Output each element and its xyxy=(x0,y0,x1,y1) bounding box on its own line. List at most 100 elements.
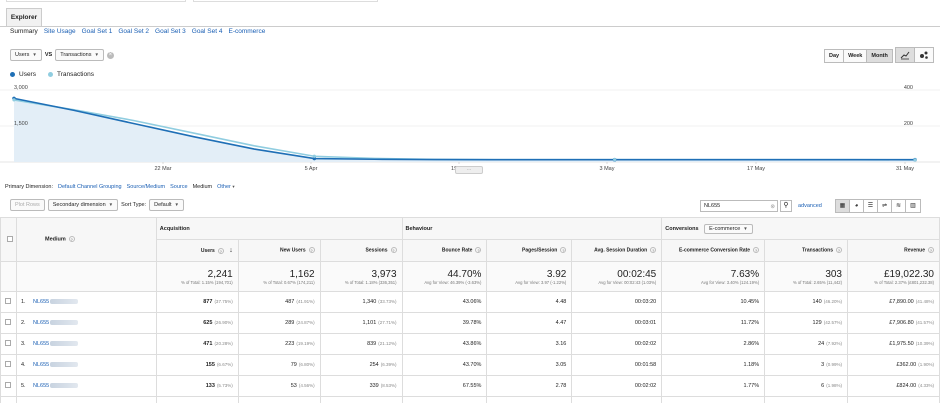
pie-view-icon[interactable]: ◕ xyxy=(850,200,864,212)
metric2-select[interactable]: Transactions ▼ xyxy=(55,49,104,61)
total-value: 3,973 xyxy=(371,268,397,280)
sort-type-select[interactable]: Default ▼ xyxy=(149,199,185,211)
plot-rows-button[interactable]: Plot Rows xyxy=(10,199,45,211)
dim-other[interactable]: Other ▾ xyxy=(217,184,235,190)
cell-revenue: £824.00 (4.33%) xyxy=(847,375,940,397)
total-sub: % of Total: 2.37% (£801,232.38) xyxy=(874,279,934,285)
advanced-link[interactable]: advanced xyxy=(798,203,822,209)
line-chart-icon[interactable] xyxy=(896,48,915,62)
col-users[interactable]: Users? ↓ xyxy=(155,239,239,262)
subtab-goal-set-1[interactable]: Goal Set 1 xyxy=(81,28,113,35)
dim-source[interactable]: Source xyxy=(170,184,188,190)
search-icon[interactable]: ⚲ xyxy=(780,200,792,212)
cell-new-users: 223 (19.19%) xyxy=(237,333,321,355)
legend-transactions[interactable]: Transactions xyxy=(47,71,94,78)
term-cloud-icon[interactable]: ≋ xyxy=(892,200,906,212)
cell-conversion-rate: 1.00% xyxy=(661,396,766,403)
period-week-button[interactable]: Week xyxy=(844,50,868,62)
row-checkbox[interactable] xyxy=(0,291,17,313)
help-icon[interactable]: ? xyxy=(390,247,397,254)
subtab-ecommerce[interactable]: E-commerce xyxy=(228,28,266,35)
col-revenue[interactable]: Revenue? xyxy=(847,239,940,262)
help-icon[interactable]: ? xyxy=(308,247,315,254)
revenue-value: £1,975.50 xyxy=(889,341,914,347)
subtab-goal-set-3[interactable]: Goal Set 3 xyxy=(155,28,186,35)
pivot-view-icon[interactable]: ▥ xyxy=(910,203,916,209)
secondary-dimension-select[interactable]: Secondary dimension ▼ xyxy=(47,199,119,211)
subtab-summary[interactable]: Summary xyxy=(10,28,38,35)
cell-transactions: 129 (42.57%) xyxy=(764,312,848,334)
x-tick-label: 5 Apr xyxy=(305,166,318,172)
new-users-value: 53 xyxy=(290,383,297,389)
period-month-button[interactable]: Month xyxy=(867,50,892,62)
col-new-users[interactable]: New Users? xyxy=(237,239,321,262)
total-sub: % of Total: 1.18% (336,351) xyxy=(344,279,397,285)
total-users: 2,241% of Total: 1.15% (194,701) xyxy=(155,261,239,292)
dim-source-medium[interactable]: Source/Medium xyxy=(126,184,166,190)
table-view-icon[interactable]: ▦ xyxy=(836,200,850,212)
col-bounce-rate[interactable]: Bounce Rate? xyxy=(401,239,488,262)
sort-desc-icon[interactable]: ↓ xyxy=(229,247,233,254)
help-icon[interactable]: ? xyxy=(928,247,934,254)
medium-link[interactable]: NL655 xyxy=(32,341,50,347)
table-row: 3. NL655 471 (20.28%) 223 (19.19%) 839 (21.12%)… xyxy=(0,333,940,355)
medium-link[interactable]: NL655 xyxy=(32,320,50,326)
table-search-input[interactable]: NL655 ⊗ xyxy=(700,200,778,212)
tab-explorer[interactable]: Explorer xyxy=(6,8,42,27)
total-sub: % of Total: 0.67% (174,211) xyxy=(263,279,315,285)
col-pages-session-label: Pages/Session xyxy=(522,247,558,254)
total-sub: Avg for View: 00:02:43 (1.03%) xyxy=(598,279,657,285)
top-field-right[interactable] xyxy=(193,0,378,2)
chevron-down-icon: ▼ xyxy=(32,52,37,57)
users-value: 133 xyxy=(205,383,215,389)
clear-search-icon[interactable]: ⊗ xyxy=(770,204,775,210)
top-field-left[interactable] xyxy=(6,0,186,2)
col-transactions[interactable]: Transactions? xyxy=(764,239,848,262)
help-icon[interactable]: ? xyxy=(836,247,842,254)
subtab-goal-set-2[interactable]: Goal Set 2 xyxy=(118,28,150,35)
col-medium-label: Medium xyxy=(44,236,66,243)
col-ecommerce-conversion-rate[interactable]: E-commerce Conversion Rate? xyxy=(661,239,766,262)
dim-default-channel-grouping[interactable]: Default Channel Grouping xyxy=(57,184,122,190)
vs-label: VS xyxy=(44,52,53,58)
period-day-button[interactable]: Day xyxy=(825,50,845,62)
chart-type-selector xyxy=(895,47,934,63)
help-icon[interactable]: ? xyxy=(650,247,657,254)
select-all-checkbox[interactable] xyxy=(0,217,17,262)
users-value: 471 xyxy=(203,341,213,347)
conversions-select[interactable]: E-commerce ▼ xyxy=(704,223,753,234)
row-checkbox[interactable] xyxy=(0,333,17,355)
subtab-goal-set-4[interactable]: Goal Set 4 xyxy=(191,28,223,35)
chart-resize-handle[interactable]: ⋯ xyxy=(455,166,483,174)
performance-view-icon[interactable]: ☰ xyxy=(864,200,878,212)
medium-link[interactable]: NL655 xyxy=(32,362,50,368)
sessions-value: 1,340 xyxy=(362,299,377,305)
help-icon[interactable]: ? xyxy=(217,247,224,254)
row-checkbox[interactable] xyxy=(0,312,17,334)
motion-chart-icon[interactable] xyxy=(915,48,933,62)
col-medium[interactable]: Medium? xyxy=(15,217,157,262)
help-icon[interactable]: ? xyxy=(68,236,75,243)
col-sessions[interactable]: Sessions? xyxy=(319,239,403,262)
medium-link[interactable]: NL655 xyxy=(32,299,50,305)
row-checkbox[interactable] xyxy=(0,375,17,397)
help-icon[interactable]: ? xyxy=(475,247,482,254)
row-checkbox[interactable] xyxy=(0,396,17,403)
medium-link[interactable]: NL655 xyxy=(32,383,50,389)
checkbox-icon xyxy=(5,361,12,367)
col-pages-session[interactable]: Pages/Session? xyxy=(486,239,573,262)
help-icon[interactable]: ? xyxy=(753,247,760,254)
cell-transactions: 6 (1.98%) xyxy=(764,375,848,397)
remove-metric-icon[interactable]: × xyxy=(106,51,114,59)
legend-users[interactable]: Users xyxy=(10,71,36,78)
subtab-site-usage[interactable]: Site Usage xyxy=(43,28,76,35)
col-avg-session-duration[interactable]: Avg. Session Duration? xyxy=(571,239,663,262)
row-checkbox[interactable] xyxy=(0,354,17,376)
comparison-view-icon[interactable]: ⇌ xyxy=(878,200,892,212)
dim-medium[interactable]: Medium xyxy=(192,184,213,190)
new-users-percent: (6.80%) xyxy=(298,362,315,367)
users-value: 877 xyxy=(203,299,213,305)
transactions-percent: (0.99%) xyxy=(826,362,842,367)
metric1-select[interactable]: Users ▼ xyxy=(10,49,42,61)
help-icon[interactable]: ? xyxy=(560,247,567,254)
